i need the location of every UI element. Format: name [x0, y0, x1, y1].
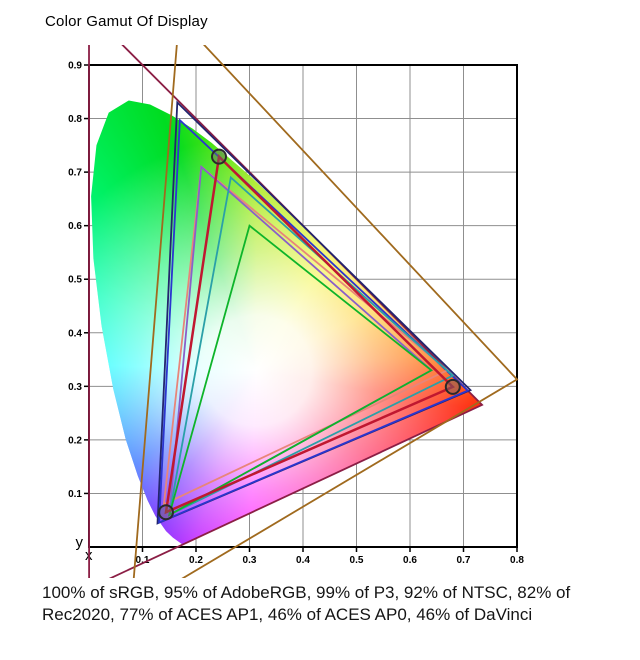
display-primary-marker-blue	[158, 504, 174, 521]
y-axis-tick-label: 0.4	[68, 328, 82, 339]
coverage-summary-line-1: 100% of sRGB, 95% of AdobeRGB, 99% of P3…	[42, 583, 571, 602]
y-axis-tick-label: 0.9	[68, 61, 82, 72]
y-axis-tick-label: 0.5	[68, 275, 82, 286]
y-axis-tick-label: 0.6	[68, 221, 82, 232]
x-axis-tick-label: 0.7	[457, 555, 471, 566]
gamut-triangle-aces-ap1	[156, 100, 473, 525]
coverage-summary-line-2: Rec2020, 77% of ACES AP1, 46% of ACES AP…	[42, 605, 533, 624]
x-axis-tick-label: 0.8	[510, 555, 524, 566]
gamut-triangles-layer	[88, 45, 519, 578]
x-axis-tick-label: 0.3	[243, 555, 257, 566]
x-axis-tick-label: 0.1	[136, 555, 150, 566]
gamut-triangle-ntsc	[162, 165, 450, 506]
x-axis-tick-label: 0.5	[350, 555, 364, 566]
x-axis-tick-label: 0.4	[296, 555, 310, 566]
x-axis-tick-label: 0.6	[403, 555, 417, 566]
display-gamut-triangle	[164, 153, 455, 515]
y-axis-tick-label: 0.7	[68, 168, 82, 179]
gamut-triangle-aces-ap0	[88, 45, 484, 578]
y-axis-tick-label: 0.1	[68, 489, 82, 500]
gamut-triangle-rec2020	[158, 118, 470, 524]
chart-title: Color Gamut Of Display	[45, 13, 208, 30]
coverage-summary: 100% of sRGB, 95% of AdobeRGB, 99% of P3…	[42, 582, 622, 626]
y-axis-tick-label: 0.2	[68, 435, 82, 446]
gamut-triangle-davinci	[132, 45, 519, 578]
y-axis-tick-label: 0.3	[68, 382, 82, 393]
display-primary-marker-green	[211, 148, 227, 165]
gamut-triangle-srgb	[167, 224, 434, 517]
x-axis-tick-label: 0.2	[189, 555, 203, 566]
display-primary-marker-red	[444, 378, 461, 395]
y-axis-label: y	[76, 534, 84, 551]
y-axis-tick-label: 0.8	[68, 114, 82, 125]
